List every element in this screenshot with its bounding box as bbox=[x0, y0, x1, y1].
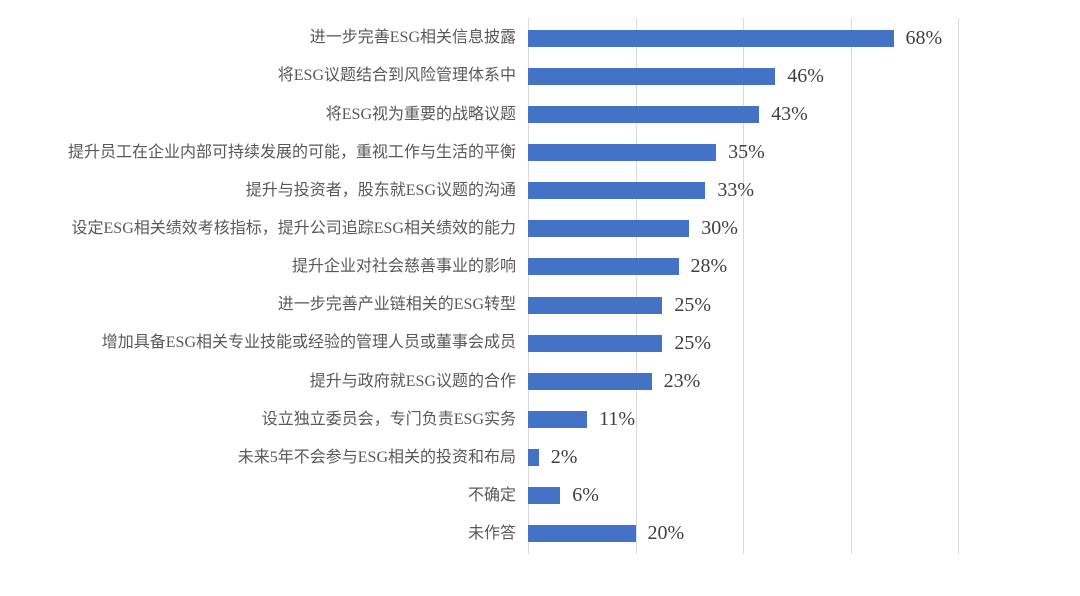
chart-row: 提升员工在企业内部可持续发展的可能，重视工作与生活的平衡 35% bbox=[0, 133, 1080, 171]
category-label: 进一步完善ESG相关信息披露 bbox=[309, 29, 516, 47]
value-label: 30% bbox=[701, 217, 738, 240]
category-label: 进一步完善产业链相关的ESG转型 bbox=[277, 296, 516, 314]
bar-track: 30% bbox=[528, 210, 1080, 248]
bar-track: 35% bbox=[528, 133, 1080, 171]
value-label: 28% bbox=[690, 255, 728, 278]
bar-track: 20% bbox=[528, 515, 1080, 553]
bar bbox=[528, 296, 663, 314]
bar bbox=[528, 182, 706, 200]
value-label: 25% bbox=[674, 293, 712, 316]
value-label: 6% bbox=[572, 484, 599, 507]
chart-row: 设定ESG相关绩效考核指标，提升公司追踪ESG相关绩效的能力 30% bbox=[0, 210, 1080, 248]
chart-row: 进一步完善ESG相关信息披露 68% bbox=[0, 19, 1080, 57]
gridline-80-percent bbox=[958, 18, 959, 554]
bar-track: 33% bbox=[528, 172, 1080, 210]
bar bbox=[528, 220, 690, 238]
bar bbox=[528, 372, 652, 390]
category-label: 不确定 bbox=[467, 486, 516, 504]
chart-row: 提升与政府就ESG议题的合作 23% bbox=[0, 362, 1080, 400]
chart-row: 增加具备ESG相关专业技能或经验的管理人员或董事会成员 25% bbox=[0, 324, 1080, 362]
bar bbox=[528, 29, 894, 47]
category-label: 提升员工在企业内部可持续发展的可能，重视工作与生活的平衡 bbox=[67, 143, 516, 161]
chart-row: 提升与投资者，股东就ESG议题的沟通 33% bbox=[0, 172, 1080, 210]
bar bbox=[528, 67, 776, 85]
bar bbox=[528, 334, 663, 352]
chart-row: 不确定 6% bbox=[0, 477, 1080, 515]
value-label: 43% bbox=[771, 102, 808, 125]
bar bbox=[528, 143, 717, 161]
bar-track: 28% bbox=[528, 248, 1080, 286]
gridline-60-percent bbox=[850, 18, 852, 554]
value-label: 23% bbox=[663, 369, 701, 392]
value-label: 35% bbox=[728, 140, 765, 163]
category-label: 将ESG视为重要的战略议题 bbox=[325, 105, 516, 123]
bar-track: 46% bbox=[528, 57, 1080, 95]
value-label: 46% bbox=[787, 64, 824, 87]
value-label: 11% bbox=[599, 407, 636, 430]
bar bbox=[528, 449, 539, 467]
chart-rows: 进一步完善ESG相关信息披露 68% 将ESG议题结合到风险管理体系中 46% 将ESG… bbox=[0, 19, 1080, 553]
chart-row: 设立独立委员会，专门负责ESG实务 11% bbox=[0, 400, 1080, 438]
category-label: 提升与政府就ESG议题的合作 bbox=[309, 372, 516, 390]
chart-row: 提升企业对社会慈善事业的影响 28% bbox=[0, 248, 1080, 286]
category-label: 设定ESG相关绩效考核指标，提升公司追踪ESG相关绩效的能力 bbox=[71, 219, 516, 237]
chart-row: 未来5年不会参与ESG相关的投资和布局 2% bbox=[0, 439, 1080, 477]
bar bbox=[528, 410, 588, 428]
category-label: 未作答 bbox=[467, 525, 516, 543]
bar-track: 25% bbox=[528, 286, 1080, 324]
chart-row: 未作答 20% bbox=[0, 515, 1080, 553]
chart-row: 进一步完善产业链相关的ESG转型 25% bbox=[0, 286, 1080, 324]
bar bbox=[528, 258, 679, 276]
category-label: 设立独立委员会，专门负责ESG实务 bbox=[261, 410, 516, 428]
bar-track: 68% bbox=[528, 19, 1080, 57]
value-label: 33% bbox=[717, 179, 755, 202]
value-label: 2% bbox=[550, 446, 578, 469]
category-label: 未来5年不会参与ESG相关的投资和布局 bbox=[237, 448, 516, 466]
bar-track: 6% bbox=[528, 477, 1080, 515]
chart-row: 将ESG议题结合到风险管理体系中 46% bbox=[0, 57, 1080, 95]
bar bbox=[528, 525, 636, 543]
gridline-0-percent bbox=[528, 18, 529, 554]
value-label: 68% bbox=[905, 26, 943, 49]
chart-row: 将ESG视为重要的战略议题 43% bbox=[0, 95, 1080, 133]
bar bbox=[528, 487, 561, 505]
category-label: 将ESG议题结合到风险管理体系中 bbox=[277, 67, 516, 85]
category-label: 增加具备ESG相关专业技能或经验的管理人员或董事会成员 bbox=[101, 334, 516, 352]
category-label: 提升企业对社会慈善事业的影响 bbox=[291, 258, 516, 276]
value-label: 20% bbox=[647, 522, 685, 545]
bar-track: 2% bbox=[528, 439, 1080, 477]
bar-track: 23% bbox=[528, 362, 1080, 400]
bar-track: 25% bbox=[528, 324, 1080, 362]
gridline-40-percent bbox=[743, 18, 744, 554]
category-label: 提升与投资者，股东就ESG议题的沟通 bbox=[245, 181, 516, 199]
bar-track: 43% bbox=[528, 95, 1080, 133]
value-label: 25% bbox=[674, 331, 712, 354]
bar bbox=[528, 105, 760, 123]
bar-track: 11% bbox=[528, 400, 1080, 438]
gridline-20-percent bbox=[635, 18, 637, 554]
